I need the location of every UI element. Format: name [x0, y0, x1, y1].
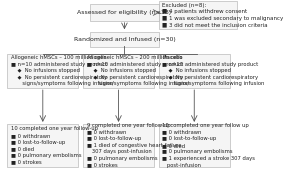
- FancyBboxPatch shape: [90, 4, 159, 21]
- Text: Placebo
■ n=10 administered study product
    ◆  No infusions stopped
    ◆  No : Placebo ■ n=10 administered study produc…: [162, 55, 265, 86]
- Text: Allogeneic hMSCs – 100 million cells
■ n=10 administered study product
    ◆  No: Allogeneic hMSCs – 100 million cells ■ n…: [11, 55, 113, 86]
- Text: Assessed for eligibility (n=38): Assessed for eligibility (n=38): [77, 10, 171, 15]
- FancyBboxPatch shape: [83, 54, 154, 88]
- Text: Allogeneic hMSCs – 200 million cells
■ n=10 administered study product
    ◆  No: Allogeneic hMSCs – 200 million cells ■ n…: [87, 55, 189, 86]
- FancyBboxPatch shape: [159, 124, 230, 167]
- FancyBboxPatch shape: [7, 124, 78, 167]
- Text: 10 completed one year follow up
■ 0 withdrawn
■ 0 lost-to-follow-up
■ 0 died
■ 0: 10 completed one year follow up ■ 0 with…: [162, 123, 255, 168]
- Text: 9 completed one year follow-up
■ 0 withdrawn
■ 0 lost-to-follow-up
■ 1 died of c: 9 completed one year follow-up ■ 0 withd…: [87, 123, 181, 168]
- Text: 10 completed one year follow-up
■ 0 withdrawn
■ 0 lost-to-follow-up
■ 0 died
■ 0: 10 completed one year follow-up ■ 0 with…: [11, 126, 98, 164]
- FancyBboxPatch shape: [159, 54, 230, 88]
- FancyBboxPatch shape: [159, 1, 237, 29]
- FancyBboxPatch shape: [90, 32, 159, 47]
- FancyBboxPatch shape: [83, 124, 154, 167]
- Text: Randomized and Infused (n=30): Randomized and Infused (n=30): [74, 37, 175, 42]
- FancyBboxPatch shape: [7, 54, 78, 88]
- Text: Excluded (n=8):
■ 4 patients withdrew consent
■ 1 was excluded secondary to mali: Excluded (n=8): ■ 4 patients withdrew co…: [162, 3, 284, 27]
